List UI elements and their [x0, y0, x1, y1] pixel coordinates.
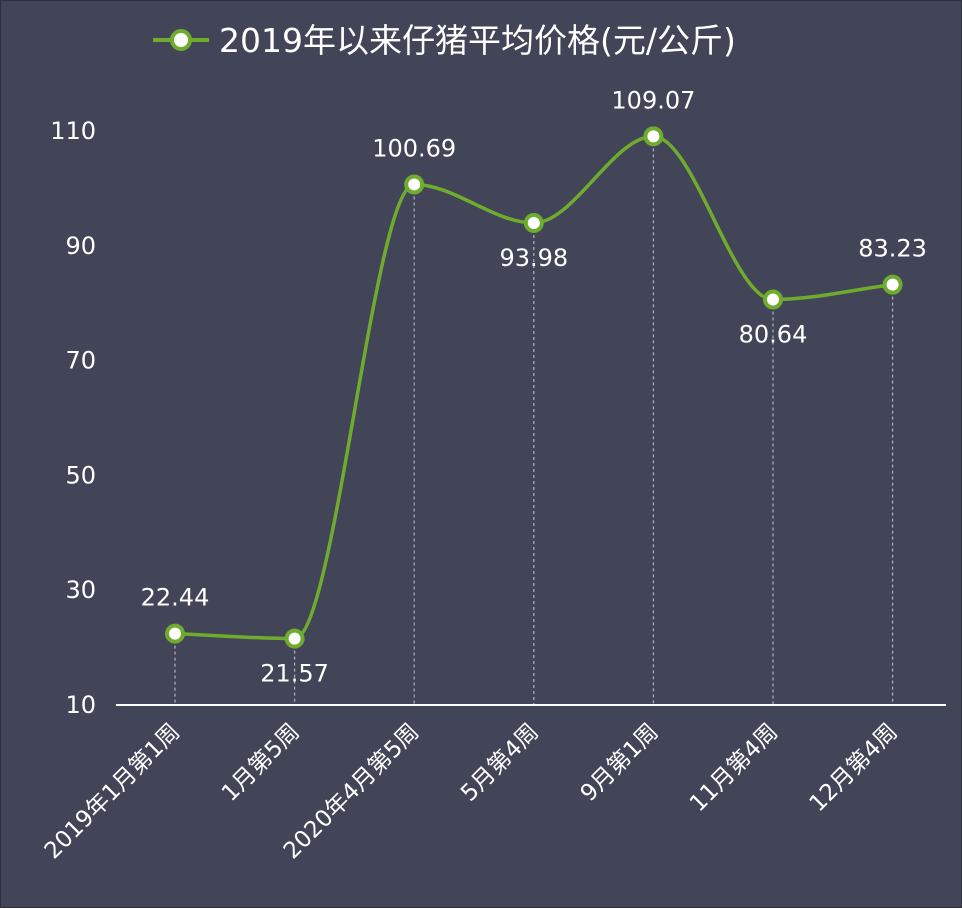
- y-tick-label: 50: [65, 461, 96, 489]
- y-tick-label: 90: [65, 232, 96, 260]
- legend: 2019年以来仔猪平均价格(元/公斤): [153, 21, 736, 60]
- data-label: 80.64: [739, 321, 808, 349]
- y-tick-label: 30: [65, 576, 96, 604]
- x-tick-label: 1月第5周: [217, 719, 305, 807]
- x-tick-label: 2019年1月第1周: [40, 719, 186, 865]
- data-point: [165, 623, 185, 644]
- y-tick-label: 10: [65, 691, 96, 719]
- data-label: 109.07: [611, 86, 695, 114]
- legend-marker-swatch: [170, 29, 192, 51]
- data-label: 22.44: [141, 584, 210, 612]
- x-tick-label: 11月第4周: [685, 719, 783, 817]
- data-label: 93.98: [499, 244, 568, 272]
- data-label: 100.69: [372, 134, 456, 162]
- drop-lines: [174, 136, 894, 705]
- markers: [165, 126, 903, 649]
- data-labels: 22.44 21.57 100.69 93.98 109.07 80.64 83.23: [141, 86, 927, 687]
- chart-title: 2019年以来仔猪平均价格(元/公斤): [219, 21, 736, 60]
- data-label: 83.23: [858, 235, 927, 263]
- x-tick-label: 5月第4周: [456, 719, 544, 807]
- y-tick-label: 110: [50, 117, 96, 145]
- data-point: [404, 174, 425, 195]
- data-point: [523, 212, 544, 233]
- x-tick-label: 9月第1周: [576, 719, 664, 807]
- data-point: [882, 274, 903, 295]
- y-tick-label: 70: [65, 347, 96, 375]
- series-line: [174, 134, 893, 641]
- data-point: [284, 628, 305, 649]
- data-label: 21.57: [260, 660, 329, 688]
- x-tick-label: 12月第4周: [805, 719, 903, 817]
- data-point: [763, 289, 783, 310]
- y-axis: 10 30 50 70 90 110: [50, 117, 96, 719]
- data-point: [643, 126, 664, 147]
